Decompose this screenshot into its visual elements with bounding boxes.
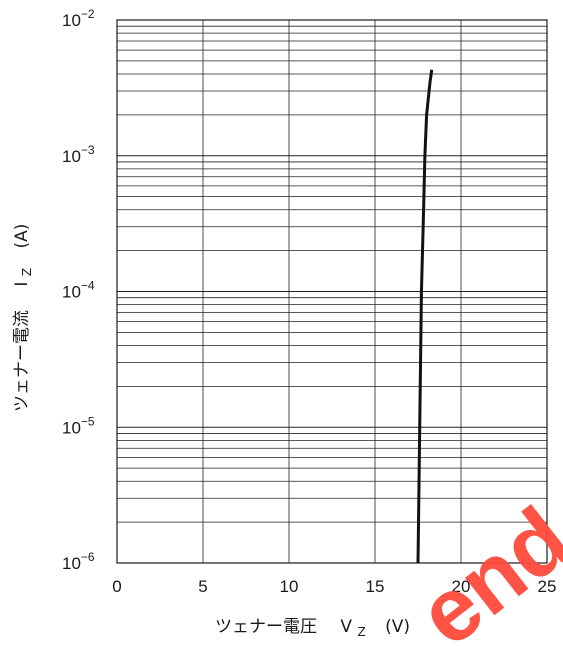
- x-axis-label: ツェナー電圧: [215, 617, 317, 637]
- x-tick-label: 5: [198, 577, 207, 596]
- x-tick-label: 25: [538, 577, 557, 596]
- y-tick-label: 10−3: [62, 143, 95, 166]
- x-tick-label: 15: [366, 577, 385, 596]
- x-axis-symbol: V: [340, 617, 352, 637]
- x-axis-title: ツェナー電圧 V Z (V): [215, 617, 410, 641]
- y-axis-label: ツェナー電流: [12, 310, 32, 412]
- y-axis-unit: (A): [12, 224, 32, 249]
- plot-frame: [116, 19, 548, 564]
- y-tick-label: 10−2: [62, 7, 95, 30]
- x-tick-labels: 0 5 10 15 20 25: [112, 577, 556, 596]
- y-axis-subscript: Z: [20, 268, 34, 276]
- grid-lines: [116, 20, 548, 564]
- y-tick-label: 10−4: [62, 279, 95, 302]
- x-axis-subscript: Z: [357, 625, 365, 639]
- y-tick-label: 10−5: [62, 414, 95, 437]
- x-tick-label: 0: [112, 577, 121, 596]
- x-axis-unit: (V): [385, 617, 410, 637]
- y-tick-label: 10−6: [62, 550, 95, 573]
- y-tick-labels: 10−2 10−3 10−4 10−5 10−6: [62, 7, 95, 573]
- x-tick-label: 10: [280, 577, 299, 596]
- series-line: [416, 69, 434, 564]
- y-axis-title: ツェナー電流 I Z (A): [12, 224, 36, 412]
- x-tick-label: 20: [452, 577, 471, 596]
- y-axis-symbol: I: [12, 282, 32, 287]
- watermark-text: end: [401, 488, 563, 646]
